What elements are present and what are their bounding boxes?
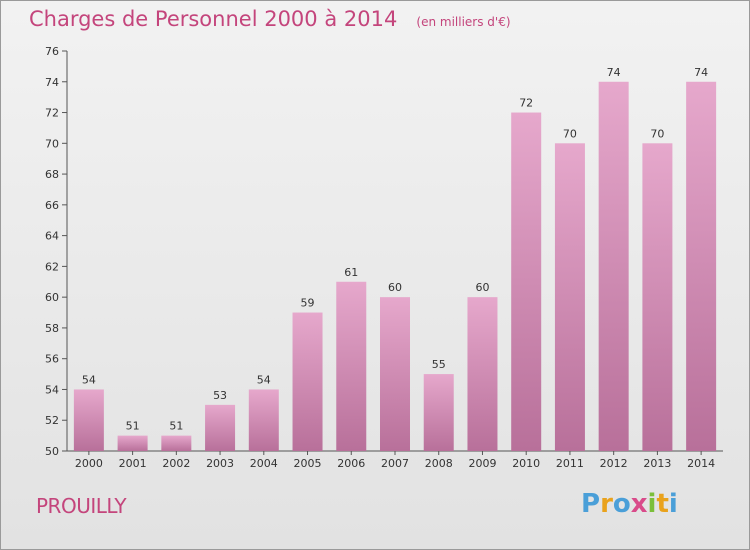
logo-letter: P <box>581 489 601 519</box>
x-tick-label: 2013 <box>643 457 671 470</box>
proxiti-logo[interactable]: Proxiti <box>581 489 678 519</box>
data-label: 70 <box>563 127 577 140</box>
x-tick-label: 2011 <box>556 457 584 470</box>
y-tick-label: 70 <box>45 137 59 150</box>
x-tick-label: 2004 <box>250 457 278 470</box>
logo-letter: x <box>630 489 648 519</box>
chart-unit: (en milliers d'€) <box>416 15 511 29</box>
y-tick-label: 62 <box>45 260 59 273</box>
y-tick-label: 76 <box>45 45 59 58</box>
data-label: 55 <box>432 358 446 371</box>
data-label: 61 <box>344 266 358 279</box>
logo-letter: i <box>668 489 678 519</box>
logo-letter: o <box>612 489 631 519</box>
data-label: 74 <box>694 66 708 79</box>
y-tick-label: 58 <box>45 322 59 335</box>
x-tick-label: 2002 <box>162 457 190 470</box>
x-tick-label: 2005 <box>294 457 322 470</box>
bar <box>467 297 498 451</box>
data-label: 60 <box>388 281 402 294</box>
data-label: 53 <box>213 389 227 402</box>
x-tick-label: 2000 <box>75 457 103 470</box>
x-tick-label: 2001 <box>119 457 147 470</box>
commune-name: PROUILLY <box>36 494 127 518</box>
data-label: 51 <box>169 420 183 433</box>
logo-letter: t <box>656 489 669 519</box>
bar <box>336 281 367 451</box>
bar <box>598 81 629 452</box>
x-tick-label: 2012 <box>600 457 628 470</box>
x-tick-label: 2006 <box>337 457 365 470</box>
x-tick-label: 2008 <box>425 457 453 470</box>
bar <box>117 435 148 451</box>
bar <box>642 143 673 452</box>
y-tick-label: 74 <box>45 76 59 89</box>
bar <box>380 297 410 451</box>
axes: 50 52 54 56 58 60 62 64 66 68 70 72 74 76 2000 2001 2002… <box>45 45 723 470</box>
bar <box>554 143 585 452</box>
chart-title: Charges de Personnel 2000 à 2014 <box>29 7 398 31</box>
data-label: 54 <box>257 373 271 386</box>
data-label: 51 <box>126 420 140 433</box>
data-label: 59 <box>301 297 315 310</box>
bar <box>292 312 323 451</box>
title-row: Charges de Personnel 2000 à 2014 (en mil… <box>29 7 511 31</box>
y-tick-label: 60 <box>45 291 59 304</box>
x-tick-label: 2003 <box>206 457 234 470</box>
bar <box>511 112 542 452</box>
data-label: 60 <box>475 281 489 294</box>
bar <box>686 81 717 452</box>
bars-group <box>73 81 717 452</box>
y-tick-label: 72 <box>45 107 59 120</box>
y-tick-label: 52 <box>45 414 59 427</box>
bar <box>248 389 279 451</box>
bar <box>161 435 192 451</box>
data-label: 72 <box>519 97 533 110</box>
y-tick-label: 64 <box>45 230 59 243</box>
data-label: 74 <box>607 66 621 79</box>
x-tick-label: 2009 <box>468 457 496 470</box>
x-tick-label: 2014 <box>687 457 715 470</box>
y-tick-label: 50 <box>45 445 59 458</box>
logo-letter: i <box>647 489 657 519</box>
bar <box>423 374 454 451</box>
bar <box>73 389 104 451</box>
x-tick-label: 2007 <box>381 457 409 470</box>
y-tick-label: 68 <box>45 168 59 181</box>
data-label: 54 <box>82 373 96 386</box>
y-tick-label: 56 <box>45 353 59 366</box>
y-tick-label: 66 <box>45 199 59 212</box>
x-tick-label: 2010 <box>512 457 540 470</box>
logo-letter: r <box>600 489 613 519</box>
bar <box>205 404 236 451</box>
y-tick-label: 54 <box>45 383 59 396</box>
data-label: 70 <box>650 127 664 140</box>
value-labels-group: 54 51 51 53 54 59 61 60 55 60 72 70 74 70 74 <box>82 66 708 433</box>
